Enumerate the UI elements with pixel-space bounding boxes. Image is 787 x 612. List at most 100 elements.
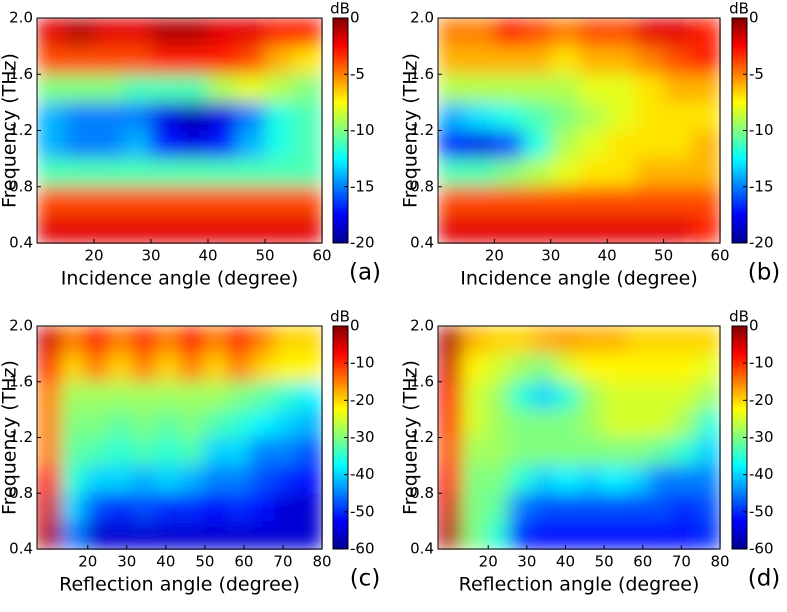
heatmap-cell (274, 326, 299, 355)
heatmap-cell (649, 521, 674, 550)
heatmap-cell (274, 437, 299, 466)
heatmap-cell (265, 46, 295, 75)
y-tick-label: 1.2 (9, 428, 33, 446)
heatmap (37, 18, 323, 244)
x-tick-label: 50 (595, 553, 614, 571)
heatmap-cell (649, 353, 674, 383)
heatmap-cell (494, 186, 524, 216)
heatmap-cell (132, 326, 157, 355)
heatmap-cell (293, 130, 323, 160)
heatmap-cell (84, 381, 109, 411)
colorbar-tick-label: -10 (749, 121, 774, 139)
heatmap-cell (60, 326, 86, 355)
heatmap-cell (274, 381, 299, 411)
heatmap-cell (532, 353, 557, 383)
y-tick-label: 1.6 (9, 65, 33, 83)
heatmap-cell (84, 493, 109, 522)
heatmap-cell (108, 493, 133, 522)
heatmap-cell (265, 74, 295, 103)
heatmap-cell (65, 186, 95, 216)
heatmap-cell (208, 102, 238, 132)
heatmap-cell (293, 46, 323, 75)
heatmap-cell (203, 326, 228, 355)
heatmap-cell (438, 437, 463, 466)
heatmap-cell (691, 102, 721, 132)
heatmap-cell (236, 214, 266, 244)
x-tick-label: 50 (195, 553, 214, 571)
heatmap-cell (84, 353, 109, 383)
heatmap-cell (65, 102, 95, 132)
heatmap-cell (579, 381, 604, 411)
x-tick-label: 60 (710, 247, 729, 265)
x-tick-label: 60 (234, 553, 253, 571)
colorbar-tick-label: -20 (350, 391, 375, 409)
heatmap-cell (84, 465, 109, 494)
heatmap-cell (438, 130, 467, 160)
x-tick-label: 70 (273, 553, 292, 571)
heatmap-cell (673, 521, 698, 550)
heatmap-cell (60, 493, 86, 522)
y-tick-label: 0.4 (9, 234, 33, 252)
heatmap-cell (151, 74, 181, 103)
heatmap-cell (151, 102, 181, 132)
heatmap-cell (151, 186, 181, 216)
heatmap-cell (626, 381, 651, 411)
colorbar-tick-label: -60 (749, 540, 774, 558)
heatmap-cell (626, 353, 651, 383)
heatmap-cell (84, 409, 109, 439)
panel-label: (d) (748, 566, 781, 592)
heatmap-cell (635, 102, 665, 132)
heatmap-cell (298, 521, 323, 550)
heatmap-cell (250, 353, 276, 383)
heatmap-cell (579, 18, 608, 47)
heatmap-cell (94, 74, 124, 103)
heatmap-cell (691, 74, 721, 103)
heatmap-cell (265, 158, 295, 188)
heatmap-cell (250, 521, 276, 550)
heatmap-cell (602, 521, 627, 550)
heatmap-cell (494, 158, 524, 188)
heatmap-cell (607, 130, 636, 160)
heatmap-cell (691, 130, 721, 160)
y-tick-label: 1.2 (410, 428, 434, 446)
heatmap-cell (60, 437, 86, 466)
heatmap-cell (250, 437, 276, 466)
y-tick-label: 2.0 (9, 9, 33, 27)
heatmap-cell (532, 381, 557, 411)
heatmap-cell (635, 130, 665, 160)
heatmap-cell (626, 437, 651, 466)
heatmap-cell (65, 214, 95, 244)
heatmap-cell (250, 409, 276, 439)
heatmap-cell (37, 214, 67, 244)
heatmap-cell (508, 326, 533, 355)
heatmap-cell (227, 465, 252, 494)
heatmap-cell (649, 437, 674, 466)
heatmap-cell (522, 74, 552, 103)
colorbar-tick-label: -50 (350, 502, 375, 520)
heatmap-cell (485, 409, 510, 439)
heatmap-cell (485, 437, 510, 466)
colorbar-tick-label: -30 (350, 428, 375, 446)
heatmap-cell (663, 186, 693, 216)
heatmap-cell (293, 102, 323, 132)
heatmap-cell (122, 158, 152, 188)
heatmap-cell (602, 409, 627, 439)
heatmap-cell (550, 74, 580, 103)
heatmap-cell (532, 521, 557, 550)
heatmap-cell (227, 437, 252, 466)
heatmap-cell (466, 130, 495, 160)
heatmap-cell (179, 102, 209, 132)
x-tick-label: 40 (198, 247, 217, 265)
heatmap-cell (122, 74, 152, 103)
heatmap-cell (696, 465, 721, 494)
heatmap-cell (37, 74, 67, 103)
heatmap-cell (522, 186, 552, 216)
heatmap-cell (649, 493, 674, 522)
heatmap-cell (298, 326, 323, 355)
heatmap-cell (579, 186, 608, 216)
heatmap-cell (179, 74, 209, 103)
heatmap-cell (108, 326, 133, 355)
heatmap-cell (461, 465, 486, 494)
x-tick-label: 40 (598, 247, 617, 265)
heatmap-cell (37, 130, 67, 160)
